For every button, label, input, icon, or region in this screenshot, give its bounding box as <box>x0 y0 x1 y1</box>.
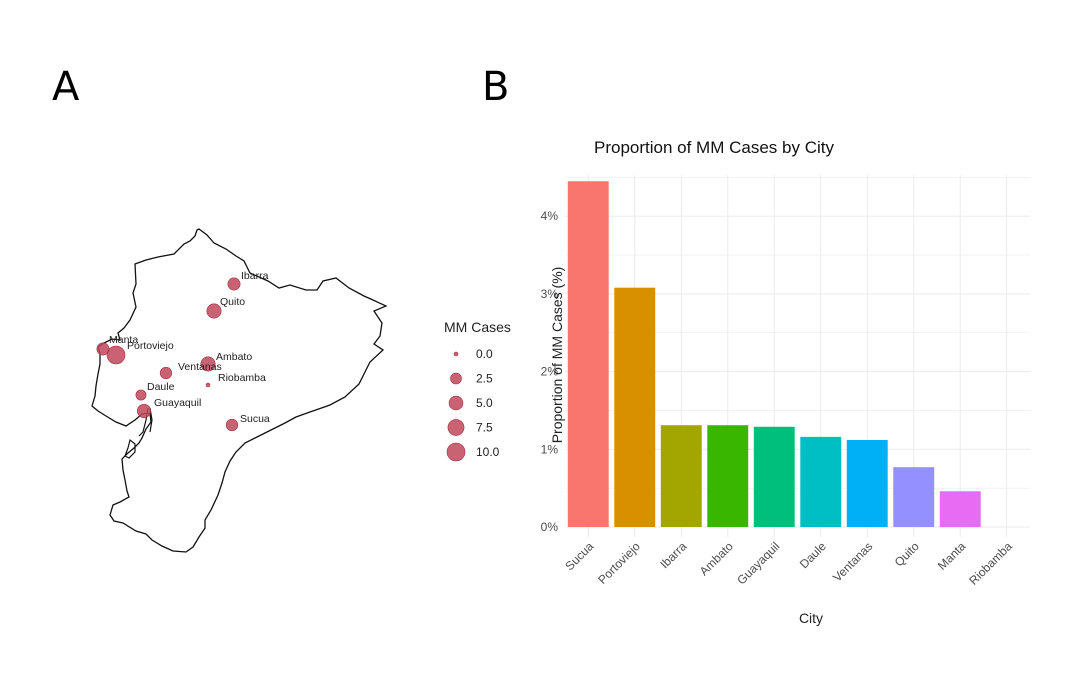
bar-guayaquil <box>753 426 795 527</box>
map-points <box>96 277 241 432</box>
legend-title: MM Cases <box>444 319 511 335</box>
city-point-ambato <box>200 356 216 372</box>
y-tick-label: 3% <box>541 287 559 301</box>
gulf-island <box>124 438 136 459</box>
bar-ventanas <box>846 439 888 527</box>
y-tick-label: 2% <box>541 365 559 379</box>
x-tick-label: Sucua <box>562 539 596 573</box>
panel-label-a: A <box>52 64 80 110</box>
x-axis-title: City <box>799 610 823 626</box>
legend-key <box>446 442 466 462</box>
bar-ambato <box>707 425 749 527</box>
city-label-quito: Quito <box>220 296 245 308</box>
y-tick-label: 0% <box>541 520 559 534</box>
chart-bars <box>567 181 981 528</box>
x-tick-label: Portoviejo <box>595 539 643 587</box>
city-label-sucua: Sucua <box>240 413 270 425</box>
bar-manta <box>939 491 981 527</box>
city-point-guayaquil <box>137 404 151 418</box>
legend-key <box>450 372 462 385</box>
legend-label: 10.0 <box>476 445 500 459</box>
x-tick-label: Riobamba <box>966 539 1015 588</box>
y-axis-ticks: 0% 1% 2% 3% 4% <box>541 209 559 534</box>
city-label-ibarra: Ibarra <box>241 270 269 282</box>
city-label-guayaquil: Guayaquil <box>154 397 201 409</box>
x-tick-label: Ambato <box>697 539 736 578</box>
legend-label: 7.5 <box>476 421 493 435</box>
legend-label: 5.0 <box>476 396 493 410</box>
city-point-sucua <box>225 418 239 432</box>
city-point-ventanas <box>159 366 173 380</box>
x-tick-label: Ibarra <box>657 539 689 571</box>
panel-label-b: B <box>482 64 510 110</box>
city-label-manta: Manta <box>109 334 138 346</box>
city-point-ibarra <box>227 277 241 291</box>
x-tick-label: Guayaquil <box>734 539 782 587</box>
bar-portoviejo <box>614 287 656 527</box>
bar-daule <box>800 436 842 527</box>
x-tick-label: Ventanas <box>830 539 875 584</box>
bar-sucua <box>567 181 609 528</box>
city-label-portoviejo: Portoviejo <box>127 340 174 352</box>
map-legend: MM Cases 0.0 2.5 5.0 7.5 10.0 <box>444 319 511 462</box>
bar-quito <box>893 467 935 527</box>
city-label-daule: Daule <box>147 381 175 393</box>
city-label-ventanas: Ventanas <box>178 361 222 373</box>
legend-key <box>448 395 464 411</box>
legend-label: 0.0 <box>476 347 493 361</box>
x-tick-label: Manta <box>935 539 969 573</box>
y-tick-label: 1% <box>541 442 559 456</box>
chart-title: Proportion of MM Cases by City <box>594 138 834 157</box>
city-label-riobamba: Riobamba <box>218 372 266 384</box>
y-axis-title: Proportion of MM Cases (%) <box>549 267 565 444</box>
legend-label: 2.5 <box>476 372 493 386</box>
x-tick-label: Daule <box>797 539 829 571</box>
city-point-portoviejo <box>106 345 126 365</box>
y-tick-label: 4% <box>541 209 559 223</box>
x-tick-label: Quito <box>892 539 922 569</box>
legend-key <box>453 351 459 357</box>
legend-key <box>447 419 465 436</box>
city-label-ambato: Ambato <box>216 351 252 363</box>
bar-ibarra <box>660 425 702 527</box>
ecuador-outline <box>91 228 388 553</box>
city-point-daule <box>135 389 147 401</box>
city-point-riobamba <box>205 382 211 388</box>
city-point-quito <box>206 303 222 319</box>
